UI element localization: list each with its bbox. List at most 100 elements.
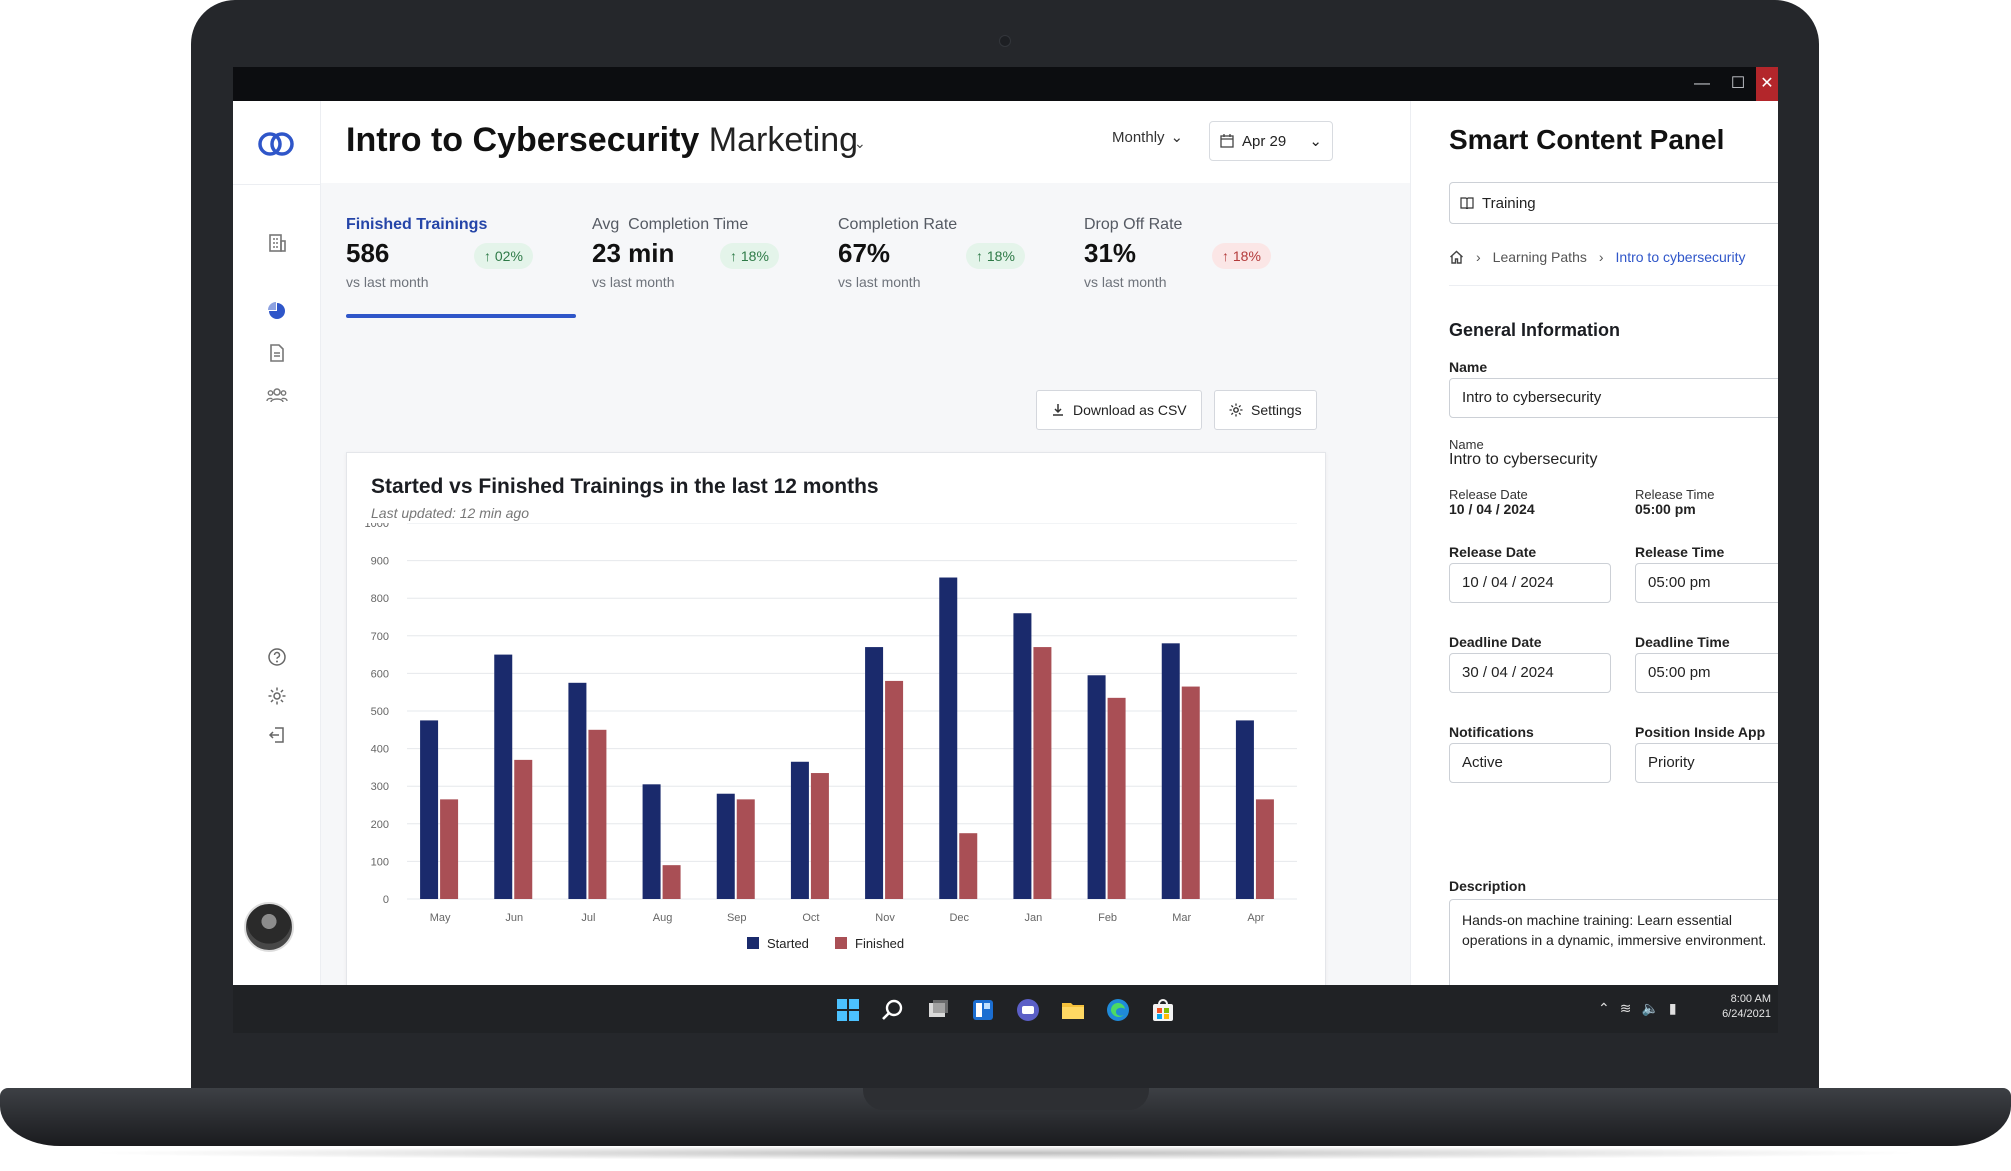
- kpi-value: 23 min: [592, 238, 675, 268]
- breadcrumb-current[interactable]: Intro to cybersecurity: [1615, 249, 1746, 265]
- logout-icon[interactable]: [263, 721, 291, 749]
- kpi-sub: vs last month: [346, 274, 429, 290]
- x-tick-label: Feb: [1098, 912, 1117, 924]
- y-tick-label: 0: [383, 894, 389, 906]
- chevron-down-icon: ⌄: [1309, 133, 1322, 150]
- date-label: Apr 29: [1242, 132, 1287, 150]
- settings-gear-icon[interactable]: [263, 682, 291, 710]
- kpi-label: Avg Completion Time: [592, 216, 749, 233]
- kpi-value: 586: [346, 238, 390, 268]
- battery-icon[interactable]: ▮: [1668, 1000, 1677, 1016]
- position-select[interactable]: Priority: [1635, 743, 1778, 783]
- bar-started: [1235, 720, 1254, 899]
- minimize-button[interactable]: —: [1694, 75, 1710, 92]
- wifi-icon[interactable]: ≋: [1619, 1000, 1632, 1016]
- kpi-drop-off-rate[interactable]: Drop Off Rate 31% ↑ 18% vs last month: [1084, 216, 1314, 304]
- bar-finished: [885, 680, 904, 899]
- bar-started: [865, 647, 884, 899]
- deadline-date-input[interactable]: 30 / 04 / 2024: [1449, 653, 1611, 693]
- y-tick-label: 500: [371, 706, 389, 718]
- deadline-time-input[interactable]: 05:00 pm: [1635, 653, 1778, 693]
- gear-icon: [1229, 403, 1243, 417]
- chevron-down-icon: ⌄: [1170, 129, 1184, 146]
- chat-icon[interactable]: [1015, 997, 1041, 1023]
- users-icon[interactable]: [263, 381, 291, 409]
- bar-finished: [588, 729, 607, 899]
- x-tick-label: May: [430, 912, 451, 924]
- date-picker[interactable]: Apr 29 ⌄: [1209, 121, 1333, 161]
- store-icon[interactable]: [1150, 997, 1176, 1023]
- legend-label: Started: [767, 936, 809, 951]
- help-icon[interactable]: [263, 643, 291, 671]
- description-label: Description: [1449, 878, 1527, 894]
- panel-title: Smart Content Panel: [1449, 124, 1725, 155]
- content-type-select[interactable]: Training ⇵: [1449, 182, 1778, 224]
- windows-start-icon[interactable]: [835, 997, 861, 1023]
- kpi-avg-completion-time[interactable]: Avg Completion Time 23 min ↑ 18% vs last…: [592, 216, 822, 304]
- kpi-label: Drop Off Rate: [1084, 216, 1183, 233]
- trend-badge: ↑ 18%: [720, 243, 779, 269]
- task-view-icon[interactable]: [925, 997, 951, 1023]
- smart-content-panel: Smart Content Panel Training ⇵ › Learnin…: [1410, 101, 1778, 1009]
- kpi-label: Completion Rate: [838, 216, 958, 233]
- section-heading: General Information: [1449, 320, 1621, 340]
- kpi-completion-rate[interactable]: Completion Rate 67% ↑ 18% vs last month: [838, 216, 1068, 304]
- release-time-input[interactable]: 05:00 pm: [1635, 563, 1778, 603]
- kpi-value: 31%: [1084, 238, 1137, 268]
- y-tick-label: 100: [371, 856, 389, 868]
- close-button[interactable]: ✕: [1756, 67, 1778, 101]
- release-date-input[interactable]: 10 / 04 / 2024: [1449, 563, 1611, 603]
- search-icon[interactable]: [880, 997, 906, 1023]
- system-clock[interactable]: 8:00 AM 6/24/2021: [1711, 992, 1771, 1022]
- release-date-label: Release Date: [1449, 544, 1537, 560]
- name-value-readonly: Intro to cybersecurity: [1449, 451, 1598, 468]
- building-icon[interactable]: [263, 229, 291, 257]
- widgets-icon[interactable]: [970, 997, 996, 1023]
- notifications-label: Notifications: [1449, 724, 1534, 740]
- bar-finished: [1107, 697, 1126, 899]
- document-icon[interactable]: [263, 339, 291, 367]
- release-time-label: Release Time: [1635, 544, 1725, 560]
- kpi-label: Finished Trainings: [346, 216, 488, 233]
- edge-browser-icon[interactable]: [1105, 997, 1131, 1023]
- period-dropdown[interactable]: Monthly ⌄: [1112, 128, 1184, 147]
- name-label-readonly: Name: [1449, 437, 1484, 452]
- trend-badge: ↑ 18%: [1212, 243, 1271, 269]
- volume-icon[interactable]: 🔈: [1641, 1000, 1659, 1016]
- chevron-down-icon[interactable]: ⌄: [854, 135, 866, 151]
- bar-finished: [1181, 686, 1200, 899]
- bar-finished: [1033, 647, 1052, 899]
- chart-title: Started vs Finished Trainings in the las…: [371, 475, 879, 498]
- y-tick-label: 600: [371, 668, 389, 680]
- home-icon[interactable]: [1449, 250, 1464, 264]
- deadline-time-label: Deadline Time: [1635, 634, 1730, 650]
- maximize-button[interactable]: ☐: [1730, 75, 1746, 92]
- laptop-notch: [863, 1088, 1149, 1110]
- chevron-up-icon[interactable]: ⌃: [1598, 1000, 1610, 1016]
- page-title-department[interactable]: Marketing: [708, 121, 859, 159]
- release-date-label-readonly: Release Date: [1449, 487, 1528, 502]
- chart-updated-text: Last updated: 12 min ago: [371, 505, 530, 521]
- position-label: Position Inside App: [1635, 724, 1766, 740]
- trend-badge: ↑ 02%: [474, 243, 533, 269]
- x-tick-label: Jun: [505, 912, 523, 924]
- x-tick-label: Mar: [1172, 912, 1191, 924]
- kpi-finished-trainings[interactable]: Finished Trainings 586 ↑ 02% vs last mon…: [346, 216, 576, 318]
- notifications-select[interactable]: Active: [1449, 743, 1611, 783]
- name-input[interactable]: Intro to cybersecurity: [1449, 378, 1778, 418]
- settings-button[interactable]: Settings: [1214, 390, 1317, 430]
- bar-finished: [810, 773, 829, 899]
- kpi-sub: vs last month: [838, 274, 921, 290]
- bar-started: [1087, 675, 1106, 899]
- panel-divider: [1449, 285, 1778, 286]
- avatar[interactable]: [244, 902, 294, 952]
- kpi-row: Finished Trainings 586 ↑ 02% vs last mon…: [321, 183, 1410, 318]
- analytics-icon[interactable]: [263, 297, 291, 325]
- app-logo[interactable]: [251, 129, 301, 159]
- file-explorer-icon[interactable]: [1060, 997, 1086, 1023]
- bar-started: [939, 577, 958, 899]
- breadcrumb-learning-paths[interactable]: Learning Paths: [1492, 249, 1587, 265]
- bar-started: [1161, 643, 1180, 899]
- download-csv-button[interactable]: Download as CSV: [1036, 390, 1202, 430]
- legend-swatch: [835, 937, 847, 949]
